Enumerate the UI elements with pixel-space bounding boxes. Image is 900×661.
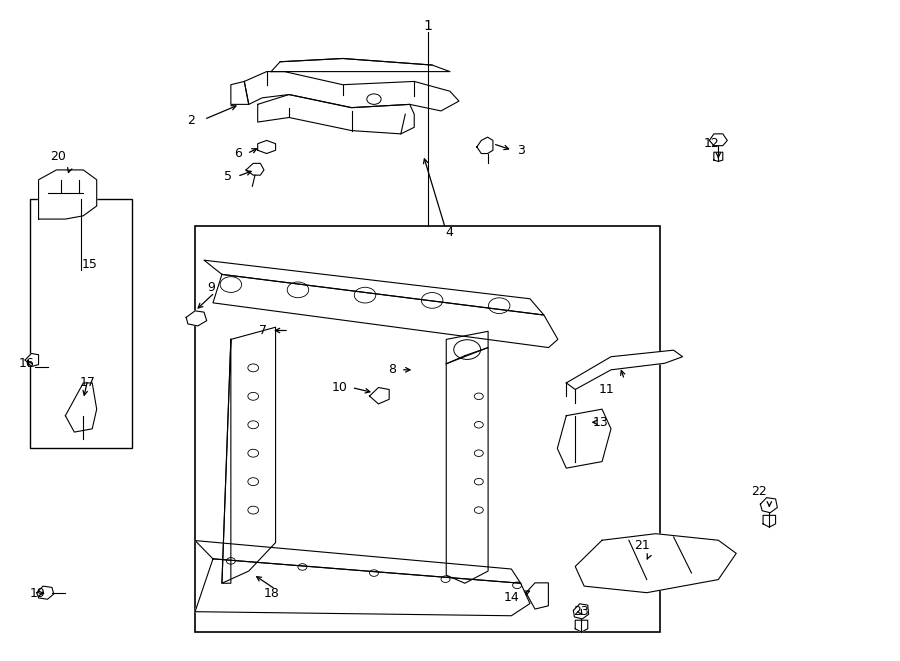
Polygon shape [709, 134, 727, 145]
Text: 16: 16 [19, 357, 34, 369]
Polygon shape [575, 533, 736, 593]
Polygon shape [370, 387, 389, 404]
Polygon shape [204, 260, 544, 315]
Polygon shape [246, 163, 264, 175]
Polygon shape [526, 583, 548, 609]
Text: 2: 2 [187, 114, 195, 128]
Text: 11: 11 [598, 383, 615, 396]
Bar [195, 225, 661, 632]
Polygon shape [244, 71, 459, 111]
Polygon shape [446, 348, 488, 583]
Polygon shape [575, 620, 588, 632]
Text: 4: 4 [446, 225, 454, 239]
Text: 18: 18 [263, 588, 279, 600]
Polygon shape [37, 586, 54, 600]
Polygon shape [257, 95, 414, 134]
Polygon shape [566, 350, 682, 389]
Text: 21: 21 [634, 539, 650, 552]
Polygon shape [195, 559, 530, 616]
Polygon shape [271, 58, 450, 71]
Polygon shape [39, 170, 96, 219]
Polygon shape [222, 339, 231, 583]
Text: 10: 10 [331, 381, 347, 394]
Text: 17: 17 [80, 376, 95, 389]
Polygon shape [446, 331, 488, 364]
Polygon shape [222, 327, 275, 583]
Polygon shape [763, 516, 776, 527]
Text: 15: 15 [82, 258, 97, 272]
Text: 14: 14 [504, 592, 520, 604]
Polygon shape [557, 409, 611, 468]
Polygon shape [573, 603, 589, 619]
Bar [30, 200, 132, 448]
Text: 1: 1 [423, 19, 432, 32]
Text: 22: 22 [751, 485, 767, 498]
Text: 6: 6 [234, 147, 241, 160]
Polygon shape [66, 383, 96, 432]
Polygon shape [186, 311, 207, 326]
Polygon shape [195, 541, 521, 583]
Polygon shape [477, 137, 493, 153]
Polygon shape [25, 354, 39, 367]
Text: 19: 19 [30, 588, 45, 600]
Polygon shape [257, 140, 275, 153]
Polygon shape [213, 274, 558, 348]
Polygon shape [760, 498, 778, 513]
Text: 7: 7 [258, 324, 266, 337]
Text: 8: 8 [388, 364, 396, 376]
Polygon shape [714, 152, 723, 161]
Text: 9: 9 [207, 282, 215, 294]
Text: 3: 3 [518, 143, 525, 157]
Polygon shape [231, 81, 248, 104]
Text: 20: 20 [50, 150, 67, 163]
Text: 12: 12 [703, 137, 719, 150]
Text: 13: 13 [593, 416, 609, 429]
Text: 23: 23 [573, 605, 590, 617]
Text: 5: 5 [224, 170, 232, 183]
